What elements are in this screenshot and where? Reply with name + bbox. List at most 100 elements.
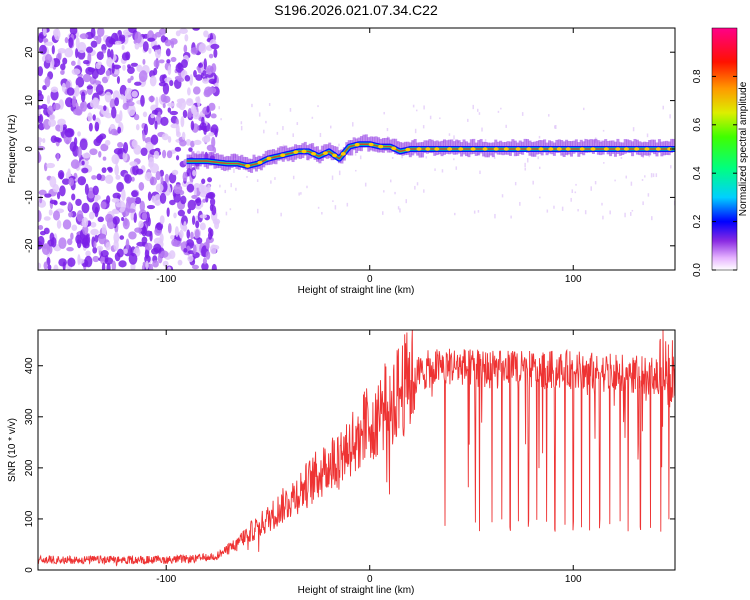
noise-blob <box>175 155 180 161</box>
noise-blob <box>205 73 214 78</box>
noise-blob <box>90 221 97 228</box>
noise-blob <box>146 204 156 210</box>
noise-blob <box>127 104 136 117</box>
noise-blob <box>38 262 42 269</box>
noise-blob <box>157 111 161 118</box>
ridge-hotspot <box>293 150 299 154</box>
noise-blob <box>93 97 100 108</box>
noise-blob <box>104 91 112 103</box>
noise-blob <box>127 101 135 107</box>
figure-title: S196.2026.021.07.34.C22 <box>274 2 438 18</box>
noise-blob <box>105 36 114 48</box>
ridge-hotspot <box>482 147 488 151</box>
ridge-halo-cell <box>543 139 547 153</box>
noise-blob <box>67 201 72 211</box>
noise-blob <box>104 112 113 119</box>
colorbar-tick-label: 0.4 <box>692 166 703 180</box>
noise-blob <box>101 224 107 236</box>
noise-blob <box>139 200 145 212</box>
noise-blob <box>154 120 158 130</box>
noise-blob <box>69 141 77 152</box>
noise-speckle <box>602 215 604 220</box>
noise-blob <box>199 122 207 131</box>
noise-blob <box>166 150 173 159</box>
noise-blob <box>67 168 71 177</box>
noise-blob <box>56 137 62 143</box>
noise-blob <box>138 181 145 191</box>
noise-blob <box>100 143 109 152</box>
noise-blob <box>190 120 195 131</box>
noise-blob <box>144 254 151 264</box>
noise-blob <box>38 225 44 230</box>
noise-blob <box>208 227 212 234</box>
noise-blob <box>76 210 84 222</box>
noise-blob <box>92 185 99 196</box>
noise-blob <box>115 202 122 208</box>
noise-blob <box>82 73 92 83</box>
noise-blob <box>127 78 132 84</box>
ridge-hotspot <box>425 147 431 151</box>
noise-speckle <box>235 187 237 191</box>
noise-blob <box>127 66 135 74</box>
noise-blob <box>152 45 161 50</box>
noise-speckle <box>467 118 469 122</box>
noise-blob <box>120 94 125 100</box>
noise-blob <box>96 245 104 251</box>
noise-blob <box>52 183 59 193</box>
noise-speckle <box>472 104 474 110</box>
noise-blob <box>192 28 201 31</box>
ridge-halo-cell <box>672 138 675 152</box>
ridge-halo-cell <box>594 138 598 152</box>
noise-blob <box>41 244 50 249</box>
noise-blob <box>167 65 172 76</box>
noise-blob <box>97 28 105 38</box>
noise-blob <box>167 266 172 270</box>
noise-blob <box>39 195 43 204</box>
noise-blob <box>169 80 174 87</box>
noise-blob <box>167 223 172 234</box>
noise-speckle <box>224 189 227 194</box>
noise-blob <box>38 235 45 247</box>
noise-blob <box>153 150 160 159</box>
y-tick-label: 200 <box>24 459 35 476</box>
noise-speckle <box>493 156 496 159</box>
noise-blob <box>87 112 93 122</box>
noise-speckle <box>230 183 232 188</box>
noise-speckle <box>416 182 419 186</box>
noise-blob <box>101 76 109 84</box>
noise-blob <box>77 176 87 186</box>
noise-speckle <box>651 216 653 221</box>
noise-speckle <box>524 162 526 168</box>
noise-blob <box>150 113 155 119</box>
noise-speckle <box>553 205 555 209</box>
noise-blob <box>53 264 59 270</box>
noise-speckle <box>401 153 403 159</box>
noise-blob <box>123 141 129 154</box>
noise-blob <box>75 37 80 50</box>
spectrogram-y-label: Frequency (Hz) <box>7 115 18 184</box>
noise-speckle <box>555 124 557 130</box>
noise-blob <box>60 70 65 75</box>
noise-blob <box>190 231 194 240</box>
noise-speckle <box>644 175 646 178</box>
noise-blob <box>147 191 152 202</box>
spectral-noise-cloud <box>38 28 675 270</box>
noise-blob <box>204 134 211 142</box>
noise-speckle <box>652 173 655 178</box>
noise-blob <box>66 238 73 246</box>
noise-speckle <box>448 133 451 136</box>
noise-blob <box>135 124 140 131</box>
noise-blob <box>169 199 176 206</box>
noise-speckle <box>590 186 592 191</box>
noise-speckle <box>258 112 261 117</box>
snr-x-ticks: -100 0 100 <box>156 330 582 585</box>
noise-blob <box>38 137 43 144</box>
noise-blob <box>193 186 197 198</box>
noise-blob <box>81 167 89 174</box>
ridge-hotspot <box>311 151 317 156</box>
noise-speckle <box>546 209 549 213</box>
snr-panel: -100 0 100 0 100 200 300 400 Height of straigh… <box>7 329 676 596</box>
noise-blob <box>68 177 75 187</box>
noise-blob <box>65 80 71 89</box>
noise-blob <box>162 103 166 109</box>
